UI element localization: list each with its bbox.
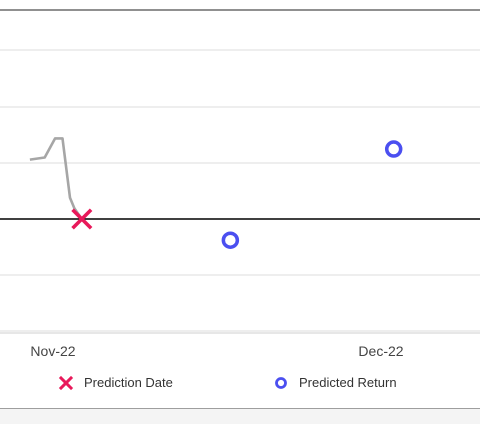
predicted-return-marker-2 (384, 140, 403, 158)
x-tick-label-1: Nov-22 (30, 343, 75, 359)
chart-panel: Nov-22 Dec-22 Prediction Date Predicted Ret… (0, 0, 480, 409)
legend-prediction-date-symbol (58, 375, 74, 391)
history-line (29, 137, 83, 220)
predicted-return-marker-1 (221, 231, 240, 249)
prediction-chart: Nov-22 Dec-22 Prediction Date Predicted Ret… (0, 9, 480, 391)
prediction-date-marker-1 (71, 208, 93, 230)
x-tick-label-2: Dec-22 (358, 343, 403, 359)
legend-prediction-date-label: Prediction Date (84, 375, 173, 390)
legend-predicted-return-label: Predicted Return (299, 375, 397, 390)
legend-predicted-return-symbol (275, 377, 287, 389)
